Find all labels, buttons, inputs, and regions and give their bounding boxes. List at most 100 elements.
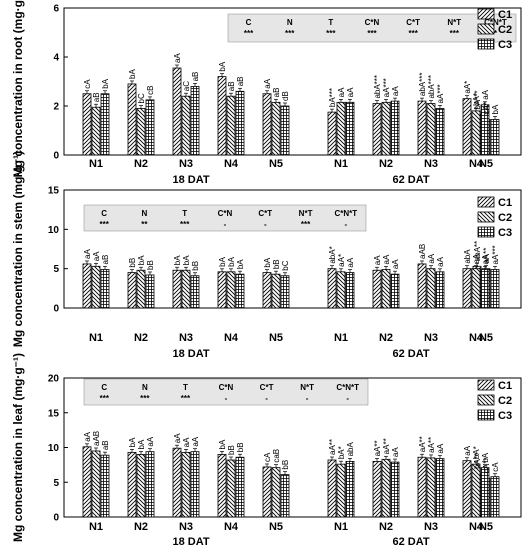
bar-data-label: aAB [92, 431, 101, 446]
bar-data-label: aA [391, 86, 400, 96]
bar-c2-n4 [471, 110, 481, 156]
anova-significance: - [306, 394, 309, 403]
x-category-label: N4 [224, 158, 239, 170]
legend-swatch-c3 [477, 409, 495, 421]
bar-c3-n4 [235, 456, 245, 518]
bar-data-label: bB [128, 258, 137, 268]
group-label-62dat: 62 DAT [392, 536, 429, 548]
bar-c3-n1 [100, 269, 110, 309]
bar-data-label: abA*** [418, 73, 427, 97]
bar-c2-n4 [226, 95, 236, 156]
bar-c1-n2 [372, 103, 382, 156]
y-axis: 0 5 10 15 [48, 186, 68, 315]
bar-c2-n3 [181, 269, 191, 309]
legend-label-c2: C2 [498, 24, 512, 36]
anova-term: C*N*T [335, 209, 358, 218]
x-category-label: N4 [469, 332, 484, 344]
bar-data-label: bA [236, 259, 245, 269]
bar-data-label: abA** [473, 241, 482, 261]
y-tick-label: 10 [48, 443, 60, 454]
bar-c3-n1 [100, 454, 110, 518]
bar-data-label: aA [83, 248, 92, 258]
anova-significance: *** [301, 220, 311, 229]
bar-c3-n4 [235, 273, 245, 309]
bar-data-label: aB [92, 92, 101, 102]
anova-term: N*T [447, 18, 461, 27]
bar-data-label: bB [146, 260, 155, 270]
bar-data-label: aA*** [382, 78, 391, 97]
legend-label-c3: C3 [498, 39, 512, 51]
bar-c3-n5 [280, 105, 290, 156]
bar-data-label: aA [463, 445, 472, 455]
anova-term: C*T [258, 209, 272, 218]
legend: C1 C2 C3 [477, 379, 512, 422]
bar-c2-n1 [336, 271, 346, 309]
group-label-62dat: 62 DAT [392, 348, 429, 360]
bar-data-label: aA [191, 436, 200, 446]
anova-significance: *** [244, 29, 254, 38]
x-category-label: N5 [269, 332, 283, 344]
bar-data-label: bA [218, 256, 227, 266]
bar-data-label: aC [182, 81, 191, 91]
bar-data-label: aA [83, 431, 92, 441]
legend-swatch-c2 [477, 23, 495, 35]
bar-data-label: bB [236, 442, 245, 452]
y-tick-label: 6 [53, 4, 59, 15]
x-category-label: N2 [379, 521, 393, 533]
anova-term: C*T [260, 383, 274, 392]
anova-term: C*N*T [336, 383, 359, 392]
y-tick-label: 0 [53, 304, 59, 315]
plot-frame [63, 189, 522, 309]
bar-data-label: aA* [463, 81, 472, 94]
bar-c2-n4 [471, 268, 481, 309]
bar-c3-n2 [390, 100, 400, 156]
bar-data-label: aA [436, 443, 445, 453]
bar-c3-n3 [435, 271, 445, 309]
bar-c2-n4 [471, 463, 481, 518]
bar-c1-n3 [417, 456, 427, 518]
bar-data-label: cA [263, 452, 272, 462]
legend: C1 C2 C3 [477, 8, 512, 51]
y-tick-label: 5 [53, 478, 59, 489]
bar-c1-n2 [127, 451, 137, 518]
bar-c3-n1 [345, 272, 355, 309]
bar-data-label: bA [182, 255, 191, 265]
bar-c3-n3 [190, 451, 200, 518]
bar-data-label: aA** [418, 436, 427, 452]
bar-c3-n5 [490, 119, 500, 156]
bar-data-label: aA [337, 87, 346, 97]
anova-significance: *** [367, 29, 377, 38]
bar-data-label: dB [281, 91, 290, 101]
anova-term: T [328, 18, 333, 27]
bar-c2-n3 [426, 457, 436, 518]
x-category-label: N4 [224, 521, 239, 533]
x-category-label: N3 [179, 158, 193, 170]
bar-c1-n2 [372, 460, 382, 518]
anova-background [227, 13, 517, 43]
bar-data-label: bA [218, 439, 227, 449]
bar-c1-n1 [82, 446, 92, 518]
y-axis-label: Mg concentration in root (mg·g⁻¹) [11, 0, 25, 177]
bar-c3-n3 [435, 458, 445, 518]
bar-c3-n3 [190, 86, 200, 156]
bar-data-label: aB [191, 72, 200, 82]
bar-data-label: aB [101, 440, 110, 450]
bar-c1-n4 [217, 271, 227, 309]
bar-c1-n1 [327, 459, 337, 518]
bar-data-label: caB [272, 449, 281, 463]
anova-term: N [287, 18, 293, 27]
anova-term: C*N [219, 383, 234, 392]
x-category-label: N5 [479, 521, 493, 533]
bar-c2-n1 [336, 463, 346, 518]
bar-c2-n2 [381, 101, 391, 156]
bar-c3-n5 [490, 269, 500, 309]
x-category-label: N4 [469, 158, 484, 170]
bars-layer [82, 64, 500, 156]
bar-c2-n4 [226, 459, 236, 518]
legend-label-c3: C3 [498, 410, 512, 422]
